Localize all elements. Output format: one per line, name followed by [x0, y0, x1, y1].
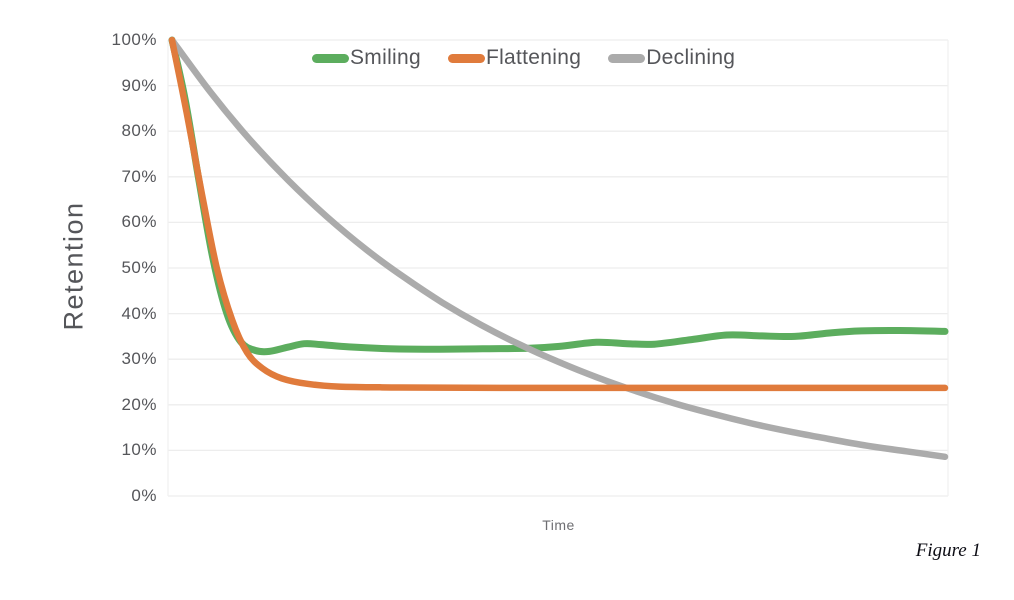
legend-label-smiling: Smiling [350, 46, 421, 69]
legend-item-flattening: Flattening [447, 46, 582, 70]
x-axis-title: Time [542, 517, 575, 533]
y-tick-label: 90% [121, 75, 157, 95]
y-axis-title: Retention [58, 201, 89, 331]
y-tick-label: 10% [121, 440, 157, 460]
smiling-line-marker-icon [312, 53, 349, 63]
y-tick-label: 100% [111, 30, 157, 49]
y-tick-label: 30% [121, 349, 157, 369]
figure-caption: Figure 1 [915, 540, 981, 561]
series-line-smiling [168, 36, 949, 356]
legend-label-declining: Declining [646, 46, 736, 69]
y-tick-label: 0% [131, 486, 157, 505]
y-tick-label: 70% [121, 166, 157, 186]
chart-legend: Smiling Flattening Declining [312, 46, 735, 70]
legend-label-flattening: Flattening [485, 46, 582, 69]
legend-item-smiling: Smiling [312, 46, 421, 70]
y-tick-label: 50% [121, 258, 157, 277]
declining-line-marker-icon [608, 53, 646, 63]
legend-item-declining: Declining [608, 46, 735, 70]
y-tick-label: 60% [121, 212, 157, 232]
y-tick-label: 20% [121, 394, 157, 414]
y-tick-label: 40% [121, 303, 157, 323]
series-line-declining [168, 36, 949, 461]
series-line-flattening [168, 36, 949, 392]
y-tick-label: 80% [121, 121, 157, 141]
flattening-line-marker-icon [447, 53, 485, 63]
